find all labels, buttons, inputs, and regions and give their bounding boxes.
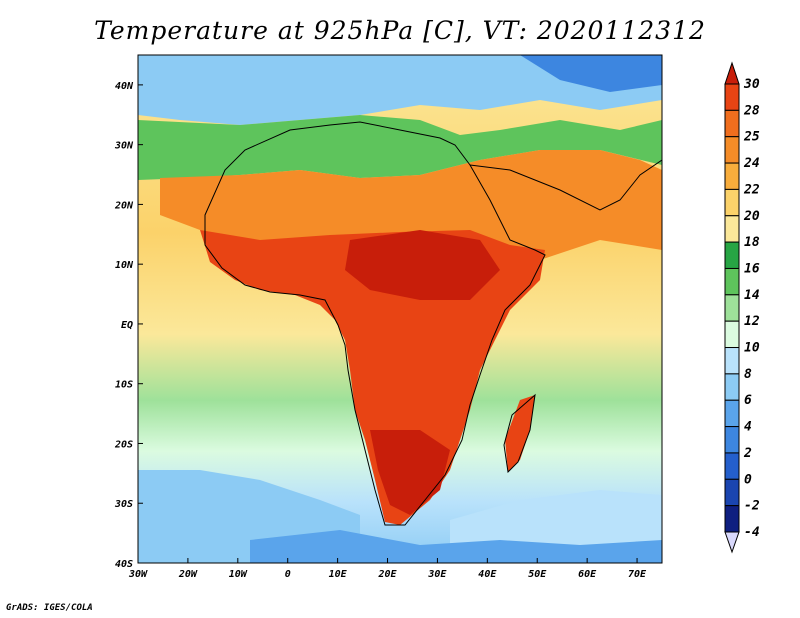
arabia-coastline: [469, 159, 662, 211]
lon-tick-label: 10W: [229, 569, 248, 580]
lon-tick-label: 20W: [178, 569, 198, 580]
colorbar-swatch: [724, 109, 740, 138]
colorbar-swatch: [724, 426, 740, 454]
colorbar-swatch: [724, 347, 740, 375]
colorbar-level-label: 0: [744, 472, 752, 487]
coastline: [204, 121, 546, 526]
colorbar-level-label: 10: [744, 341, 760, 356]
colorbar-level-label: 18: [744, 235, 760, 250]
colorbar-level-label: -4: [744, 525, 760, 540]
cold-north-region: [138, 55, 662, 125]
colorbar-level-label: 28: [743, 103, 760, 118]
lat-tick-label: EQ: [121, 320, 133, 331]
colorbar-level-label: 14: [744, 288, 760, 303]
madagascar-coastline: [503, 393, 536, 474]
colorbar-swatch: [724, 136, 740, 164]
colorbar-level-label: 6: [744, 393, 752, 408]
colorbar-max-arrow: [724, 61, 740, 85]
colorbar-swatch: [724, 83, 740, 111]
colorbar-swatch: [724, 399, 740, 428]
central-africa-core: [345, 230, 500, 300]
map-frame: [137, 54, 663, 564]
africa-hot-region: [200, 230, 545, 525]
lon-tick-label: 50E: [528, 569, 547, 580]
colorbar-swatch: [724, 505, 740, 533]
colorbar-min-arrow: [724, 531, 740, 554]
colorbar-level-label: 16: [744, 261, 760, 276]
lat-tick-label: 20N: [114, 200, 134, 211]
north-africa-green-region: [138, 115, 662, 180]
colorbar-level-label: 30: [743, 77, 760, 92]
colorbar-swatch: [724, 267, 740, 296]
colorbar-swatch: [724, 162, 740, 190]
colorbar-level-label: 2: [743, 446, 752, 461]
lat-tick-label: 30N: [114, 141, 134, 152]
colorbar-swatch: [724, 294, 740, 322]
coldest-north-region: [520, 55, 662, 92]
madagascar-hot: [505, 395, 535, 472]
colorbar-swatch: [724, 478, 740, 507]
lat-tick-label: 20S: [114, 439, 133, 450]
colorbar-swatch: [724, 188, 740, 217]
colorbar-level-label: 24: [743, 156, 760, 171]
colorbar-level-label: 8: [744, 367, 752, 382]
lon-tick-label: 30E: [427, 569, 447, 580]
lat-tick-label: 40S: [115, 559, 133, 570]
lon-tick-label: 10E: [329, 569, 348, 580]
footer-credit: GrADS: IGES/COLA: [6, 603, 93, 613]
lon-tick-label: 40E: [478, 569, 497, 580]
lon-tick-label: 60E: [578, 569, 597, 580]
lon-tick-label: 20E: [377, 569, 397, 580]
colorbar-swatch: [724, 320, 740, 349]
lat-tick-label: 10S: [115, 380, 133, 391]
colorbar-swatch: [724, 241, 740, 269]
lon-tick-label: 70E: [628, 569, 647, 580]
sahara-warm-region: [160, 150, 662, 260]
colorbar-swatch: [724, 215, 740, 243]
colorbar-level-label: 12: [744, 314, 760, 329]
colorbar-swatch: [724, 373, 740, 401]
south-deep-cool: [250, 530, 662, 563]
lat-tick-label: 10N: [115, 260, 134, 271]
lon-tick-label: 30W: [128, 569, 148, 580]
colorbar-level-label: -2: [744, 499, 760, 514]
colorbar-level-label: 20: [743, 209, 760, 224]
colorbar-level-label: 4: [744, 420, 752, 435]
lat-tick-label: 30S: [114, 499, 133, 510]
lon-tick-label: 0: [285, 569, 291, 580]
colorbar-level-label: 22: [743, 182, 760, 197]
colorbar-swatch: [724, 452, 740, 480]
lat-tick-label: 40N: [115, 81, 134, 92]
chart-title: Temperature at 925hPa [C], VT: 202011231…: [94, 16, 706, 45]
colorbar-level-label: 25: [743, 130, 760, 145]
temperature-map: [138, 55, 662, 563]
